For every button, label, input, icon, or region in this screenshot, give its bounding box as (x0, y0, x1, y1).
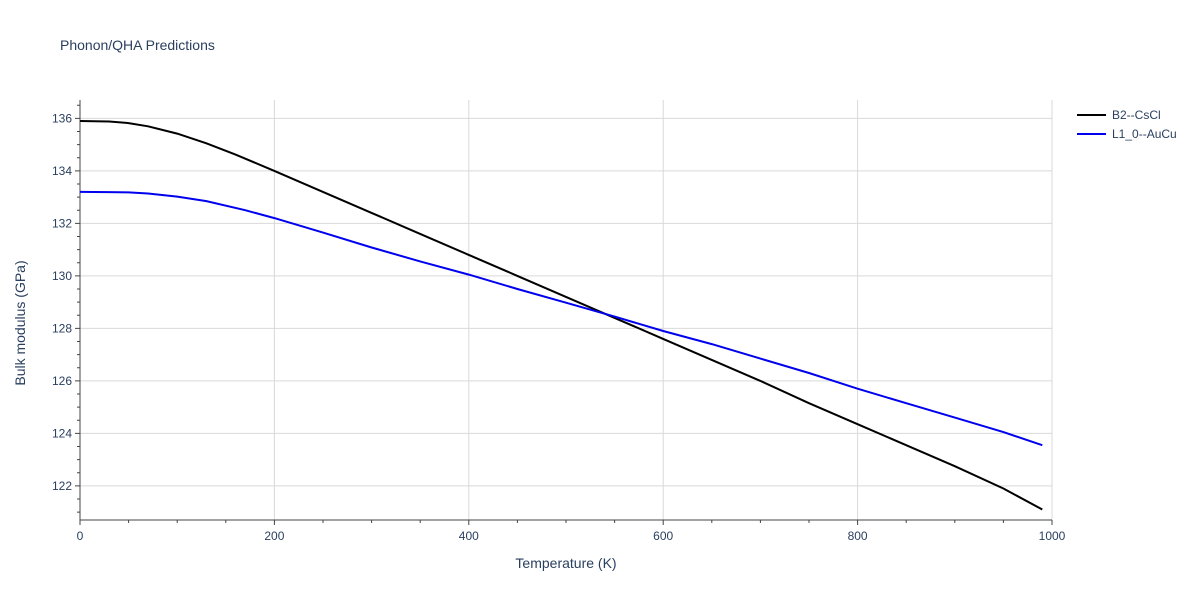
legend-item-l1-0-aucu[interactable]: L1_0--AuCu (1077, 127, 1177, 141)
y-tick-label: 122 (52, 479, 72, 493)
x-tick-label: 600 (653, 529, 673, 543)
legend[interactable]: B2--CsCl L1_0--AuCu (1077, 108, 1177, 141)
legend-item-b2-cscl[interactable]: B2--CsCl (1077, 108, 1161, 122)
x-tick-label: 400 (459, 529, 479, 543)
series-line-b2-cscl (79, 120, 1043, 511)
legend-label: L1_0--AuCu (1112, 127, 1177, 141)
y-axis-title: Bulk modulus (GPa) (12, 260, 28, 385)
legend-label: B2--CsCl (1112, 108, 1161, 122)
y-tick-label: 132 (52, 216, 72, 230)
series-layer (79, 120, 1043, 511)
x-tick-label: 0 (77, 529, 84, 543)
axes-layer: 0 200 400 600 800 1000 122 124 126 128 130 132 134 13… (52, 100, 1066, 543)
y-tick-label: 124 (52, 426, 72, 440)
series-line-l1-0-aucu (79, 190, 1043, 447)
x-axis-title: Temperature (K) (515, 555, 616, 571)
y-tick-label: 130 (52, 269, 72, 283)
x-tick-label: 200 (264, 529, 284, 543)
y-tick-label: 126 (52, 374, 72, 388)
grid-layer (80, 100, 1053, 520)
x-tick-label: 800 (848, 529, 868, 543)
y-tick-label: 134 (52, 164, 72, 178)
x-tick-label: 1000 (1039, 529, 1066, 543)
y-tick-label: 128 (52, 321, 72, 335)
y-tick-label: 136 (52, 111, 72, 125)
chart-title: Phonon/QHA Predictions (60, 37, 215, 53)
